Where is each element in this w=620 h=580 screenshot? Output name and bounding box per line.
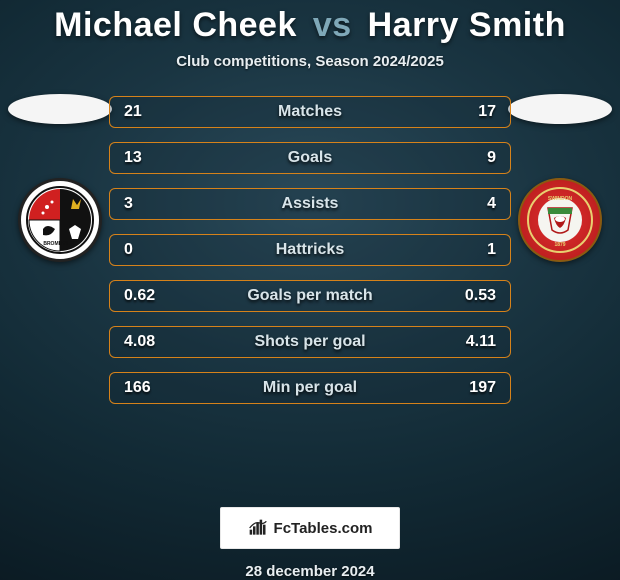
stat-left-value: 0 — [110, 235, 147, 265]
bar-chart-icon — [248, 518, 268, 538]
player2-name: Harry Smith — [368, 6, 566, 44]
stat-row: 4.08 Shots per goal 4.11 — [109, 326, 511, 358]
stat-left-value: 3 — [110, 189, 147, 219]
stat-label: Assists — [282, 195, 339, 213]
bromley-crest-icon: BROMLEY·FC — [25, 185, 95, 255]
stat-left-value: 0.62 — [110, 281, 169, 311]
stat-right-value: 0.53 — [451, 281, 510, 311]
stat-row: 0 Hattricks 1 — [109, 234, 511, 266]
stat-rows: 21Matches1713Goals93Assists40Hattricks10… — [109, 96, 511, 489]
stat-row: 3 Assists 4 — [109, 188, 511, 220]
stat-row: 166 Min per goal 197 — [109, 372, 511, 404]
stat-row: 0.62 Goals per match 0.53 — [109, 280, 511, 312]
stat-label: Goals per match — [247, 287, 372, 305]
stat-right-value: 4 — [473, 189, 510, 219]
stat-left-value: 21 — [110, 97, 156, 127]
swindon-crest-icon: SWINDON 1879 — [526, 186, 594, 254]
comparison-body: BROMLEY·FC SWINDON 1879 21 — [0, 96, 620, 489]
stat-label: Hattricks — [276, 241, 344, 259]
player2-photo-placeholder — [508, 94, 612, 124]
stat-right-value: 197 — [455, 373, 510, 403]
svg-text:1879: 1879 — [554, 242, 565, 248]
comparison-title: Michael Cheek vs Harry Smith — [54, 6, 566, 45]
player1-name: Michael Cheek — [54, 6, 297, 44]
season-subtitle: Club competitions, Season 2024/2025 — [176, 53, 444, 70]
generation-date: 28 december 2024 — [245, 563, 374, 580]
stat-left-value: 4.08 — [110, 327, 169, 357]
right-side-column: SWINDON 1879 — [500, 96, 620, 262]
stat-label: Matches — [278, 103, 342, 121]
stat-label: Min per goal — [263, 379, 357, 397]
svg-text:SWINDON: SWINDON — [548, 196, 573, 202]
player1-photo-placeholder — [8, 94, 112, 124]
fctables-brand-box: FcTables.com — [220, 507, 400, 549]
svg-text:BROMLEY·FC: BROMLEY·FC — [43, 241, 77, 247]
player1-club-badge: BROMLEY·FC — [18, 178, 102, 262]
brand-text: FcTables.com — [274, 520, 373, 537]
stat-right-value: 9 — [473, 143, 510, 173]
stat-right-value: 1 — [473, 235, 510, 265]
stat-row: 21 Matches 17 — [109, 96, 511, 128]
vs-label: vs — [307, 6, 358, 44]
player2-club-badge: SWINDON 1879 — [518, 178, 602, 262]
left-side-column: BROMLEY·FC — [0, 96, 120, 262]
stat-left-value: 166 — [110, 373, 165, 403]
stat-label: Shots per goal — [254, 333, 365, 351]
stat-label: Goals — [288, 149, 332, 167]
stat-right-value: 4.11 — [452, 327, 510, 357]
stat-right-value: 17 — [464, 97, 510, 127]
stat-row: 13 Goals 9 — [109, 142, 511, 174]
stat-left-value: 13 — [110, 143, 156, 173]
